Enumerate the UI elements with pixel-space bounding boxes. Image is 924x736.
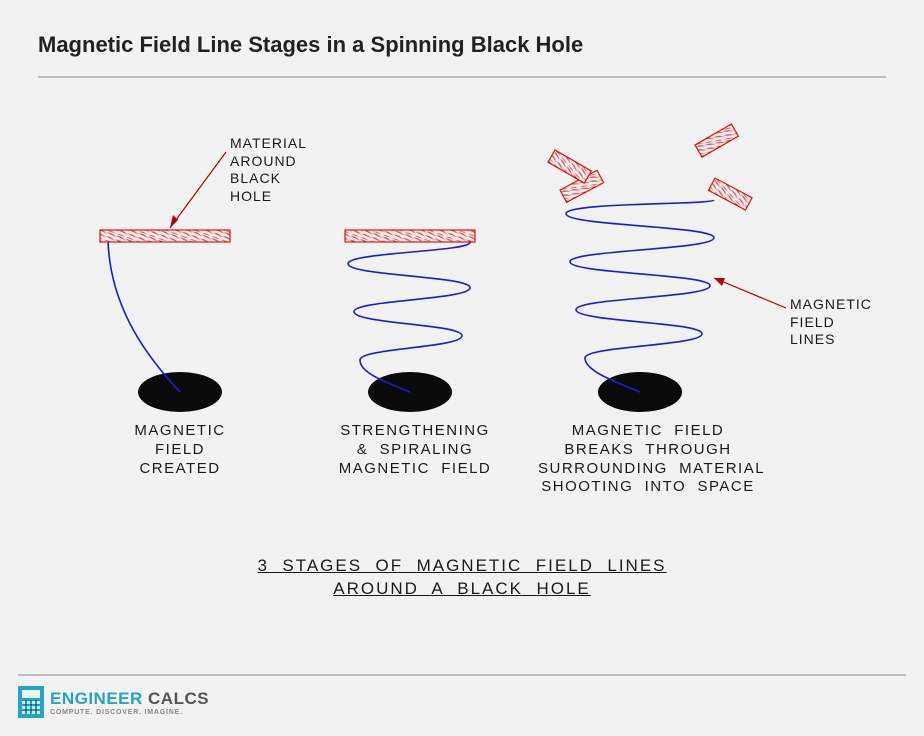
material-fragments	[548, 124, 752, 210]
material-bar-1	[100, 230, 230, 242]
rule-bottom	[18, 674, 906, 676]
diagram-caption: 3 STAGES OF MAGNETIC FIELD LINES AROUND …	[0, 555, 924, 601]
annotation-mflines: MAGNETIC FIELD LINES	[790, 296, 872, 349]
footer-tagline: COMPUTE. DISCOVER. IMAGINE.	[50, 709, 209, 716]
annotation-material: MATERIAL AROUND BLACK HOLE	[230, 135, 307, 205]
brand-a: ENGINEER	[50, 689, 143, 708]
stage-1	[100, 230, 230, 412]
stage-2	[345, 230, 475, 412]
calculator-icon	[18, 686, 44, 718]
field-line-2	[348, 240, 470, 392]
brand-b: CALCS	[143, 689, 209, 708]
field-line-3	[566, 200, 714, 392]
diagram-canvas	[0, 0, 924, 736]
black-hole-3	[598, 372, 682, 412]
footer: ENGINEER CALCS COMPUTE. DISCOVER. IMAGIN…	[18, 686, 209, 718]
black-hole-2	[368, 372, 452, 412]
leader-mflines	[714, 278, 786, 308]
field-line-1	[108, 240, 180, 392]
rule-top	[38, 76, 886, 78]
page-title: Magnetic Field Line Stages in a Spinning…	[0, 0, 924, 58]
stage1-caption: MAGNETIC FIELD CREATED	[120, 422, 240, 478]
stage2-caption: STRENGTHENING & SPIRALING MAGNETIC FIELD	[330, 422, 500, 478]
black-hole-1	[138, 372, 222, 412]
stage3-caption: MAGNETIC FIELD BREAKS THROUGH SURROUNDIN…	[538, 422, 758, 497]
leader-material	[170, 152, 226, 228]
material-bar-2	[345, 230, 475, 242]
stage-3	[548, 124, 752, 412]
footer-text: ENGINEER CALCS COMPUTE. DISCOVER. IMAGIN…	[50, 689, 209, 716]
